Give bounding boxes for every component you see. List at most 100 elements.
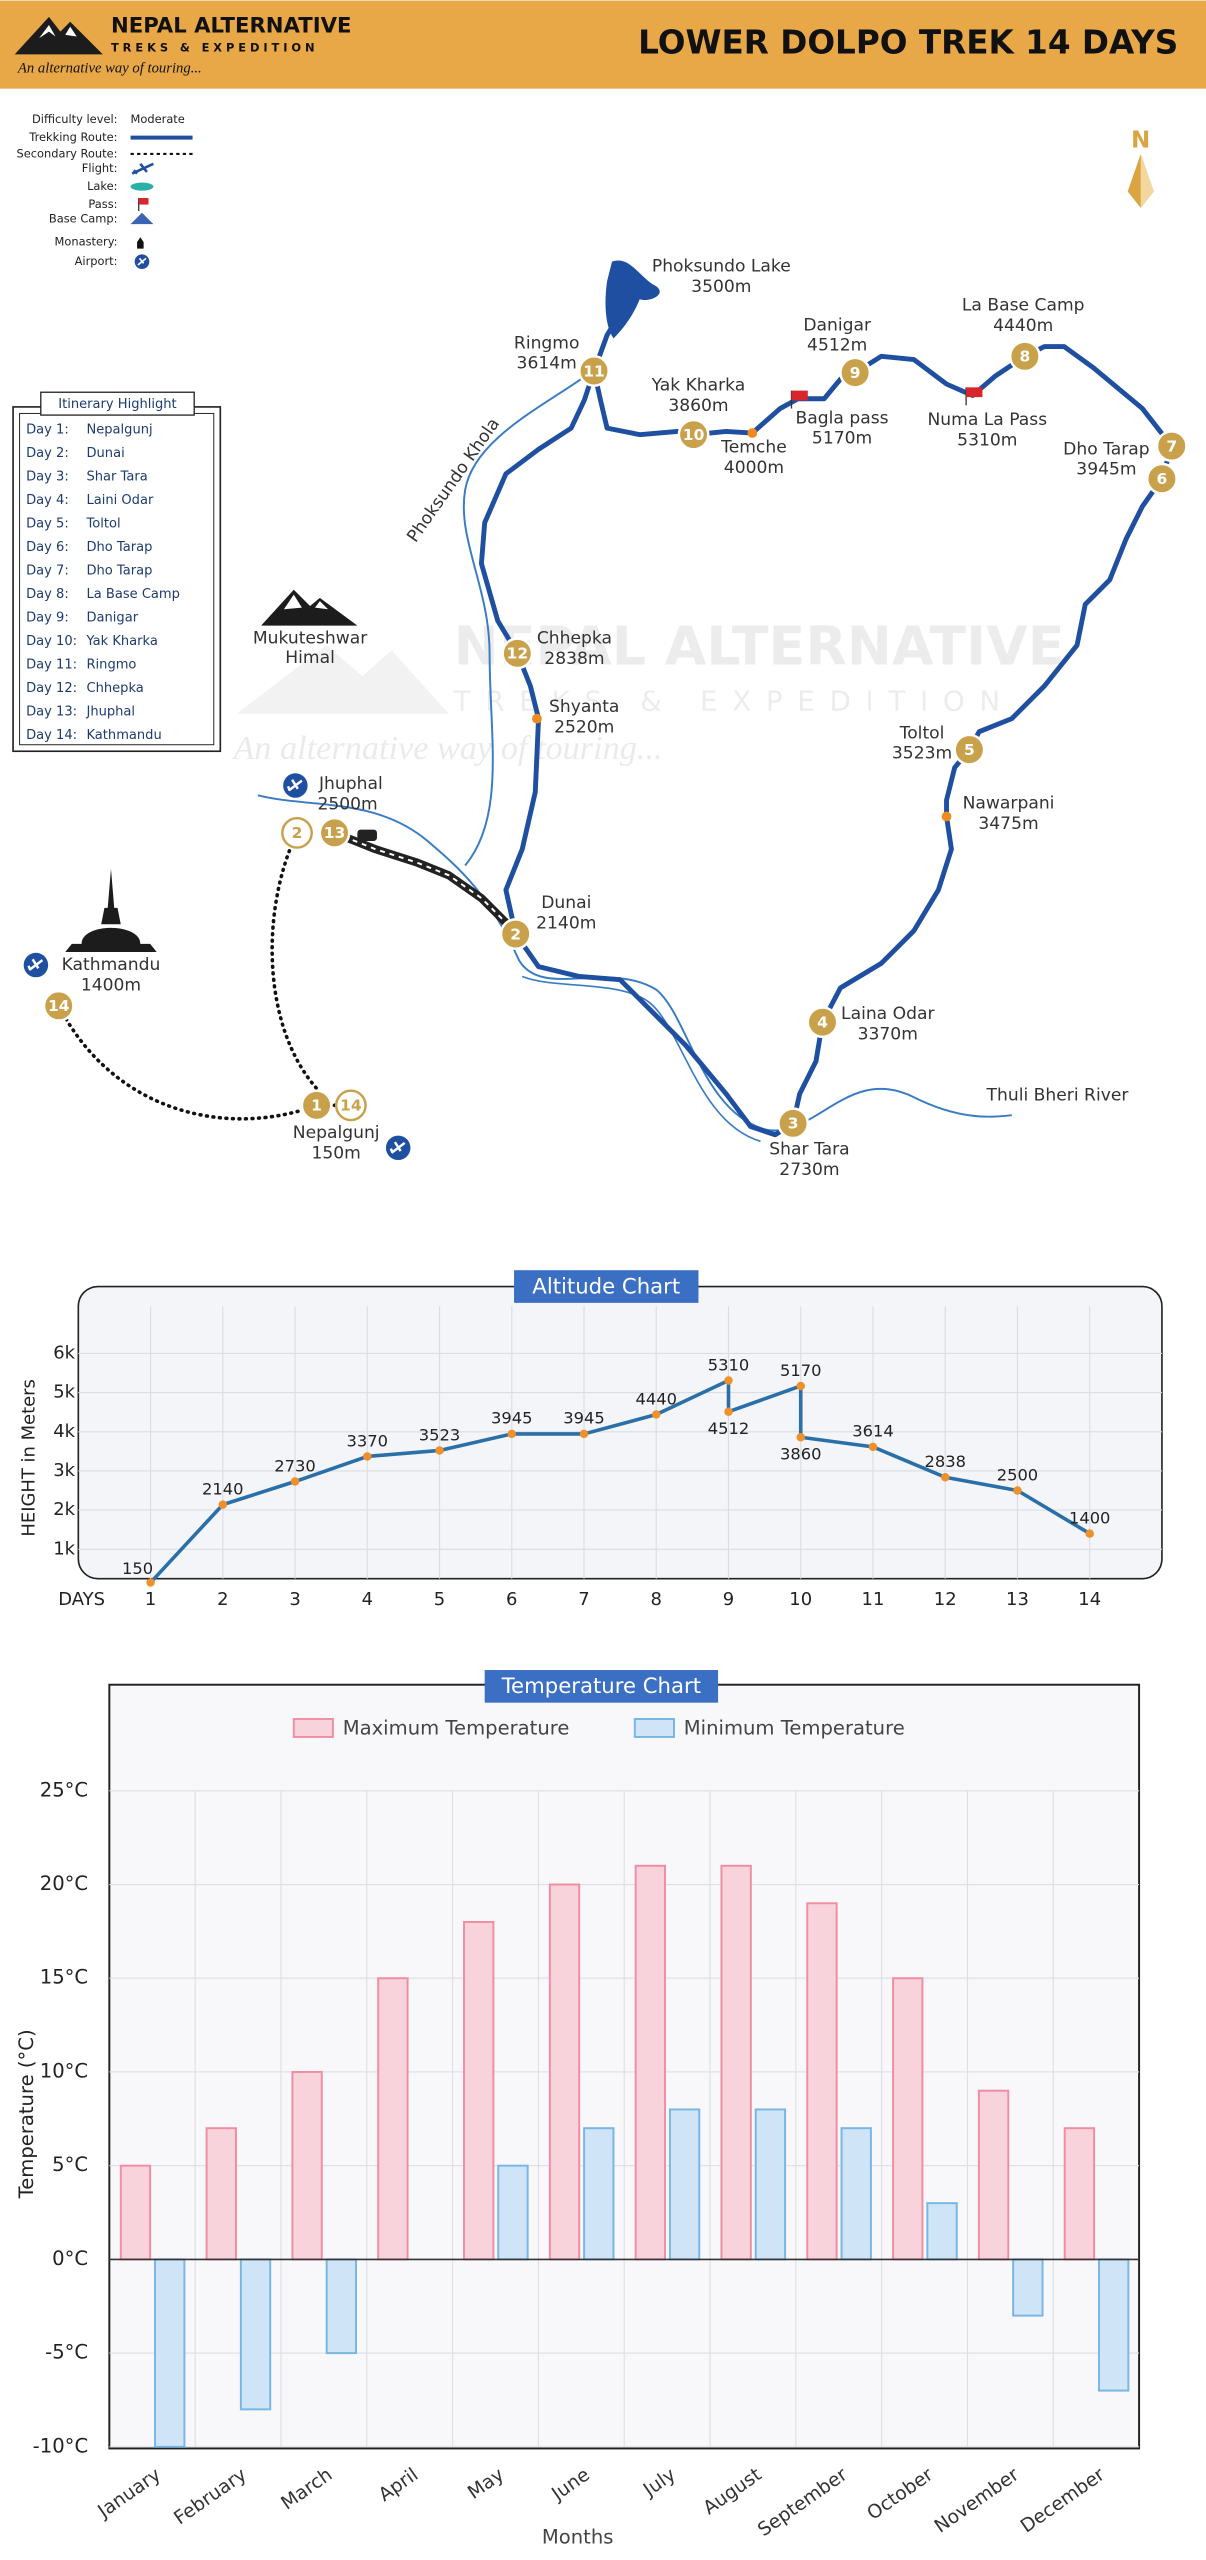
place-elevation: 1400m bbox=[81, 975, 141, 995]
place-name: Kathmandu bbox=[62, 955, 161, 975]
altitude-point bbox=[796, 1433, 805, 1442]
altitude-point bbox=[652, 1410, 661, 1419]
stupa-icon bbox=[65, 868, 157, 952]
temperature-bar bbox=[1097, 2258, 1130, 2392]
place-name: Nawarpani bbox=[963, 793, 1055, 813]
x-tick-label: 5 bbox=[434, 1589, 445, 1610]
altitude-point bbox=[363, 1452, 372, 1461]
feature-label: Himal bbox=[285, 648, 335, 668]
y-tick-label: 6k bbox=[53, 1342, 75, 1363]
legend-swatch bbox=[633, 1718, 675, 1738]
x-tick-label: November bbox=[931, 2464, 1023, 2537]
temperature-bar bbox=[1063, 2127, 1096, 2261]
place-elevation: 3614m bbox=[517, 354, 577, 374]
legend-label: Difficulty level: bbox=[32, 112, 117, 126]
mountain-icon bbox=[261, 589, 358, 626]
place-elevation: 3475m bbox=[978, 814, 1038, 834]
day-marker bbox=[1146, 462, 1178, 495]
stop-dot bbox=[747, 428, 758, 438]
temperature-bar bbox=[154, 2258, 186, 2448]
y-tick-label: 3k bbox=[53, 1460, 75, 1481]
day-marker-number: 7 bbox=[1166, 437, 1177, 455]
place-name: Danigar bbox=[803, 315, 872, 335]
chart-title-box bbox=[484, 1670, 719, 1703]
place-name: Yak Kharka bbox=[651, 376, 746, 396]
itinerary-place: Dunai bbox=[86, 446, 124, 461]
temperature-bar bbox=[840, 2127, 872, 2261]
altitude-point bbox=[724, 1407, 733, 1416]
y-tick-label: -5°C bbox=[45, 2341, 88, 2364]
y-axis-label: Temperature (°C) bbox=[15, 2029, 38, 2199]
place-name: Chhepka bbox=[537, 629, 612, 649]
temperature-bar bbox=[548, 1883, 581, 2261]
itinerary-day: Day 1: bbox=[26, 422, 69, 437]
temperature-bar bbox=[977, 2089, 1010, 2261]
day-marker bbox=[281, 816, 313, 849]
itinerary-box bbox=[12, 406, 222, 753]
day-marker-number: 13 bbox=[324, 824, 346, 842]
altitude-point bbox=[290, 1477, 300, 1486]
data-label: 3370 bbox=[347, 1431, 388, 1450]
compass-letter: N bbox=[1131, 127, 1150, 153]
legend-monastery-icon bbox=[137, 237, 144, 249]
x-tick-label: August bbox=[700, 2464, 766, 2519]
altitude-point bbox=[1085, 1529, 1094, 1538]
chart-title: Altitude Chart bbox=[532, 1274, 680, 1299]
x-tick-label: 7 bbox=[578, 1589, 589, 1610]
place-name: Dunai bbox=[541, 893, 591, 913]
temperature-bar bbox=[668, 2108, 701, 2261]
chart-title: Temperature Chart bbox=[501, 1674, 701, 1699]
temperature-bar bbox=[239, 2258, 272, 2411]
place-elevation: 5170m bbox=[812, 429, 872, 449]
y-tick-label: 10°C bbox=[40, 2059, 88, 2082]
chart-title-box bbox=[514, 1270, 699, 1303]
page-title: LOWER DOLPO TREK 14 DAYS bbox=[638, 24, 1178, 62]
itinerary-place: Yak Kharka bbox=[85, 634, 157, 649]
itinerary-place: La Base Camp bbox=[86, 587, 179, 602]
pass-flag bbox=[791, 390, 808, 401]
x-tick-label: 12 bbox=[934, 1589, 957, 1610]
day-marker bbox=[300, 1089, 333, 1122]
day-marker bbox=[677, 418, 710, 451]
river bbox=[257, 794, 1012, 1132]
day-marker-number: 9 bbox=[850, 364, 861, 382]
header-bar bbox=[0, 0, 1206, 89]
chart-frame bbox=[77, 1285, 1163, 1580]
itinerary-day: Day 10: bbox=[26, 634, 77, 649]
legend-swatch bbox=[292, 1718, 334, 1738]
airport-plane bbox=[27, 958, 44, 971]
legend-label: Minimum Temperature bbox=[684, 1716, 905, 1739]
day-marker bbox=[777, 1107, 810, 1140]
day-marker bbox=[334, 1089, 367, 1122]
place-elevation: 3945m bbox=[1076, 460, 1136, 480]
itinerary-place: Shar Tara bbox=[86, 469, 147, 484]
legend-basecamp-icon bbox=[130, 212, 154, 225]
place-elevation: 2838m bbox=[544, 649, 604, 669]
place-elevation: 2520m bbox=[554, 718, 614, 738]
itinerary-day: Day 13: bbox=[26, 704, 77, 719]
stop-dot bbox=[532, 713, 542, 724]
itinerary-day: Day 8: bbox=[26, 587, 69, 602]
x-tick-label: February bbox=[170, 2464, 250, 2529]
place-name: Temche bbox=[720, 438, 787, 458]
x-axis-label: Months bbox=[542, 2526, 614, 2549]
day-marker bbox=[1008, 340, 1041, 373]
place-elevation: 150m bbox=[311, 1144, 360, 1164]
day-marker-number: 14 bbox=[340, 1097, 362, 1115]
data-label: 2838 bbox=[924, 1452, 965, 1471]
itinerary-place: Dho Tarap bbox=[86, 563, 152, 578]
x-tick-label: May bbox=[464, 2464, 508, 2503]
place-name: Ringmo bbox=[514, 333, 580, 353]
day-marker-number: 14 bbox=[48, 997, 70, 1015]
altitude-point bbox=[796, 1381, 805, 1391]
data-label: 1400 bbox=[1069, 1508, 1110, 1527]
data-label: 5170 bbox=[780, 1361, 821, 1380]
feature-label: Mukuteshwar bbox=[253, 629, 368, 649]
place-elevation: 3370m bbox=[858, 1024, 918, 1044]
legend-flight-icon bbox=[131, 162, 154, 175]
y-tick-label: 2k bbox=[53, 1499, 75, 1520]
place-name: Jhuphal bbox=[318, 774, 383, 794]
x-tick-label: June bbox=[548, 2464, 594, 2505]
itinerary-day: Day 12: bbox=[26, 681, 77, 696]
